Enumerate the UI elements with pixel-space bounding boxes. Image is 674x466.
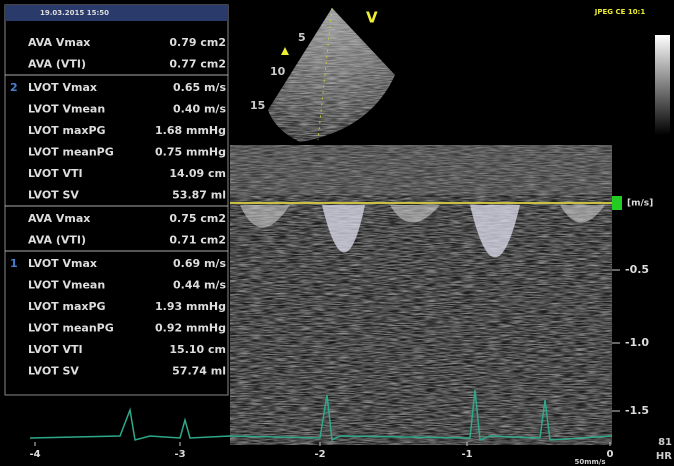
mode-label: JPEG CE 10:1 xyxy=(594,8,646,16)
measure-value: 0.79 cm2 xyxy=(169,36,226,49)
measure-value: 14.09 cm xyxy=(169,167,226,180)
scale-label: -0.5 xyxy=(625,263,649,276)
depth-label: 15 xyxy=(250,99,265,112)
scale-label: -1.5 xyxy=(625,404,649,417)
hr-label: HR xyxy=(656,451,672,462)
measure-value: 0.75 mmHg xyxy=(155,146,226,159)
measure-value: 15.10 cm xyxy=(169,343,226,356)
measure-name: LVOT VTI xyxy=(28,343,83,356)
time-label: -3 xyxy=(174,449,185,460)
datetime: 19.03.2015 15:50 xyxy=(40,9,109,17)
baseline-marker xyxy=(612,196,622,210)
measure-name: AVA Vmax xyxy=(28,212,90,225)
depth-label: 10 xyxy=(270,65,286,78)
measure-name: LVOT meanPG xyxy=(28,146,114,159)
measure-name: AVA (VTI) xyxy=(28,58,86,71)
sector-label: V xyxy=(366,9,378,27)
measure-name: LVOT Vmean xyxy=(28,103,105,116)
measurement-panel: 19.03.2015 15:50 AVA Vmax 0.79 cm2 AVA (VT… xyxy=(5,5,228,395)
measure-name: AVA Vmax xyxy=(28,36,90,49)
measure-value: 0.69 m/s xyxy=(173,257,226,270)
time-label: -4 xyxy=(29,449,40,460)
spectrum-top xyxy=(230,145,612,195)
scale-label: -1.0 xyxy=(625,336,649,349)
measure-name: LVOT meanPG xyxy=(28,322,114,335)
measure-name: LVOT VTI xyxy=(28,167,83,180)
measure-value: 53.87 ml xyxy=(172,189,226,202)
gray-scale-bar xyxy=(655,35,670,135)
group-marker: 2 xyxy=(10,81,18,94)
depth-label: 5 xyxy=(298,31,306,44)
measure-value: 0.71 cm2 xyxy=(169,234,226,247)
measure-name: LVOT Vmax xyxy=(28,81,97,94)
measure-value: 0.92 mmHg xyxy=(155,322,226,335)
time-label: -1 xyxy=(461,449,472,460)
scale-unit: [m/s] xyxy=(627,199,653,209)
measure-name: LVOT Vmean xyxy=(28,279,105,292)
measure-name: LVOT SV xyxy=(28,365,79,378)
measure-value: 0.44 m/s xyxy=(173,279,226,292)
measure-value: 0.65 m/s xyxy=(173,81,226,94)
group-marker: 1 xyxy=(10,257,18,270)
measure-name: LVOT maxPG xyxy=(28,124,106,137)
measure-value: 0.40 m/s xyxy=(173,103,226,116)
ultrasound-screen: V 5 10 15 JPEG CE 10:1 [m/s] -0.5-1.0-1.… xyxy=(0,0,674,466)
measure-value: 0.75 cm2 xyxy=(169,212,226,225)
measure-value: 1.93 mmHg xyxy=(155,300,226,313)
panel-header xyxy=(5,5,228,21)
measure-value: 57.74 ml xyxy=(172,365,226,378)
time-label: 0 xyxy=(607,449,614,460)
measure-name: LVOT maxPG xyxy=(28,300,106,313)
measure-name: LVOT Vmax xyxy=(28,257,97,270)
time-label: -2 xyxy=(314,449,325,460)
measure-name: LVOT SV xyxy=(28,189,79,202)
measure-name: AVA (VTI) xyxy=(28,234,86,247)
hr-value: 81 xyxy=(658,437,672,448)
measure-value: 0.77 cm2 xyxy=(169,58,226,71)
measure-value: 1.68 mmHg xyxy=(155,124,226,137)
sweep-speed: 50mm/s xyxy=(574,458,605,466)
